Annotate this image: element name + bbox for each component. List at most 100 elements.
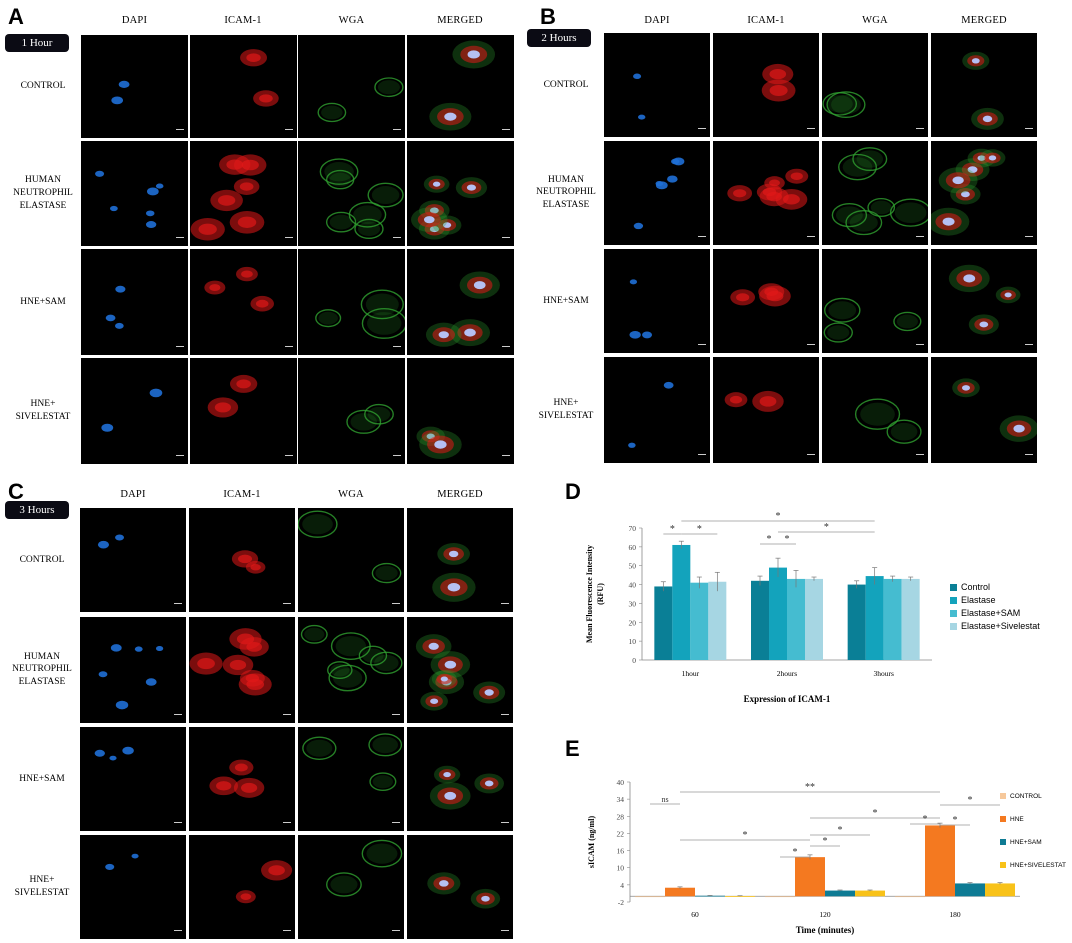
scale-bar (916, 128, 924, 134)
wga-cell-0 (328, 664, 367, 692)
significance-label: * (743, 830, 748, 841)
nucleus-cell-2 (642, 331, 653, 339)
panel-letter-a: A (8, 4, 24, 29)
micrograph-c-wga-row3 (298, 727, 404, 831)
micrograph-b-merged-row4 (931, 357, 1037, 463)
nucleus-cell-1 (105, 314, 116, 322)
y-tick-label: 34 (617, 795, 625, 804)
bar-elastase-3hours (865, 576, 884, 660)
micrograph-a-wga-row1 (298, 35, 405, 138)
scale-bar (501, 714, 509, 720)
wga-cell-1 (893, 311, 922, 332)
scale-bar (501, 822, 509, 828)
legend-swatch (950, 597, 957, 604)
wga-cell-0 (867, 197, 896, 217)
wga-cell-2 (302, 736, 337, 760)
x-tick-label: 120 (819, 910, 831, 919)
scale-bar (807, 344, 815, 350)
x-tick-label: 60 (691, 910, 699, 919)
bar-hne-60 (665, 887, 695, 897)
micrograph-b-icam-1-row2 (713, 141, 819, 245)
scale-bar (176, 346, 184, 352)
scale-bar (501, 129, 510, 135)
micrograph-b-icam-1-row3 (713, 249, 819, 353)
scale-bar (916, 454, 924, 460)
x-tick-label: 2hours (777, 669, 797, 678)
scale-bar (176, 237, 184, 243)
column-header-wga: WGA (338, 489, 364, 500)
y-tick-label: 60 (629, 543, 637, 552)
micrograph-a-merged-row2 (406, 141, 514, 246)
micrograph-c-merged-row1 (407, 508, 513, 612)
y-tick-label: 4 (620, 881, 624, 890)
scale-bar (176, 455, 184, 461)
bar-hne-sivelestat-60 (725, 896, 755, 897)
x-axis-label: Time (minutes) (796, 925, 855, 935)
y-tick-label: 28 (617, 812, 625, 821)
nucleus-cell-2 (145, 221, 157, 229)
micrograph-c-merged-row4 (407, 835, 513, 939)
nucleus-cell-1 (628, 442, 636, 448)
y-tick-label: 0 (632, 656, 636, 665)
scale-bar (174, 822, 182, 828)
row-label-hne-sam: HNE+SAM (19, 773, 65, 784)
micrograph-b-wga-row3 (822, 249, 928, 353)
scale-bar (1025, 128, 1033, 134)
nucleus-cell-1 (629, 330, 641, 339)
nucleus-cell-3 (146, 187, 159, 196)
scale-bar (174, 930, 182, 936)
micrograph-a-icam-1-row1 (189, 35, 297, 138)
significance-label: * (824, 522, 829, 533)
significance-label: * (873, 808, 878, 819)
y-tick-label: 70 (629, 524, 637, 533)
y-tick-label: -2 (618, 898, 624, 907)
row-label-control: CONTROL (20, 81, 66, 91)
wga-cell-0 (371, 562, 402, 584)
legend-swatch (950, 584, 957, 591)
y-tick-label: 10 (617, 864, 625, 873)
micrograph-a-dapi-row1 (81, 35, 188, 138)
significance-label: * (923, 814, 928, 825)
column-header-merged: MERGED (437, 15, 483, 26)
wga-cell-0 (315, 309, 342, 328)
micrograph-c-icam-1-row1 (189, 508, 295, 612)
scale-bar (284, 129, 293, 135)
scale-bar (916, 344, 924, 350)
nucleus-cell-1 (101, 423, 114, 432)
y-axis-label: (RFU) (596, 583, 605, 605)
column-header-icam-1: ICAM-1 (224, 15, 262, 26)
scale-bar (283, 714, 291, 720)
nucleus-cell-1 (105, 863, 115, 871)
bar-hne-sam-180 (955, 883, 985, 897)
micrograph-b-dapi-row4 (604, 357, 710, 463)
nucleus-cell-1 (109, 205, 118, 212)
nucleus-cell-4 (145, 210, 155, 217)
legend-swatch (1000, 793, 1006, 799)
micrograph-b-wga-row1 (822, 33, 928, 137)
wga-cell-1 (374, 77, 404, 98)
wga-cell-0 (854, 398, 901, 430)
bar-elastase-1hour (672, 544, 691, 660)
scale-bar (283, 822, 291, 828)
scale-bar (284, 237, 293, 243)
wga-cell-1 (368, 733, 403, 757)
legend-label-elastase-sam: Elastase+SAM (961, 608, 1020, 618)
nucleus-cell-0 (149, 388, 163, 398)
legend-label-elastase: Elastase (961, 595, 996, 605)
nucleus-cell-0 (97, 540, 110, 549)
scale-bar (283, 603, 291, 609)
micrograph-a-wga-row3 (298, 249, 405, 355)
significance-label: * (793, 847, 798, 858)
scale-bar (392, 714, 400, 720)
x-tick-label: 3hours (873, 669, 893, 678)
micrograph-a-merged-row1 (406, 35, 514, 138)
panel-letter-c: C (8, 479, 24, 504)
significance-label: ** (805, 782, 815, 793)
wga-cell-1 (300, 624, 328, 644)
micrograph-a-merged-row4 (406, 358, 514, 464)
wga-cell-5 (358, 645, 388, 666)
time-badge-3-hours: 3 Hours (5, 501, 69, 519)
scale-bar (392, 603, 400, 609)
micrograph-a-wga-row2 (298, 141, 405, 246)
nucleus-cell-1 (111, 96, 124, 105)
